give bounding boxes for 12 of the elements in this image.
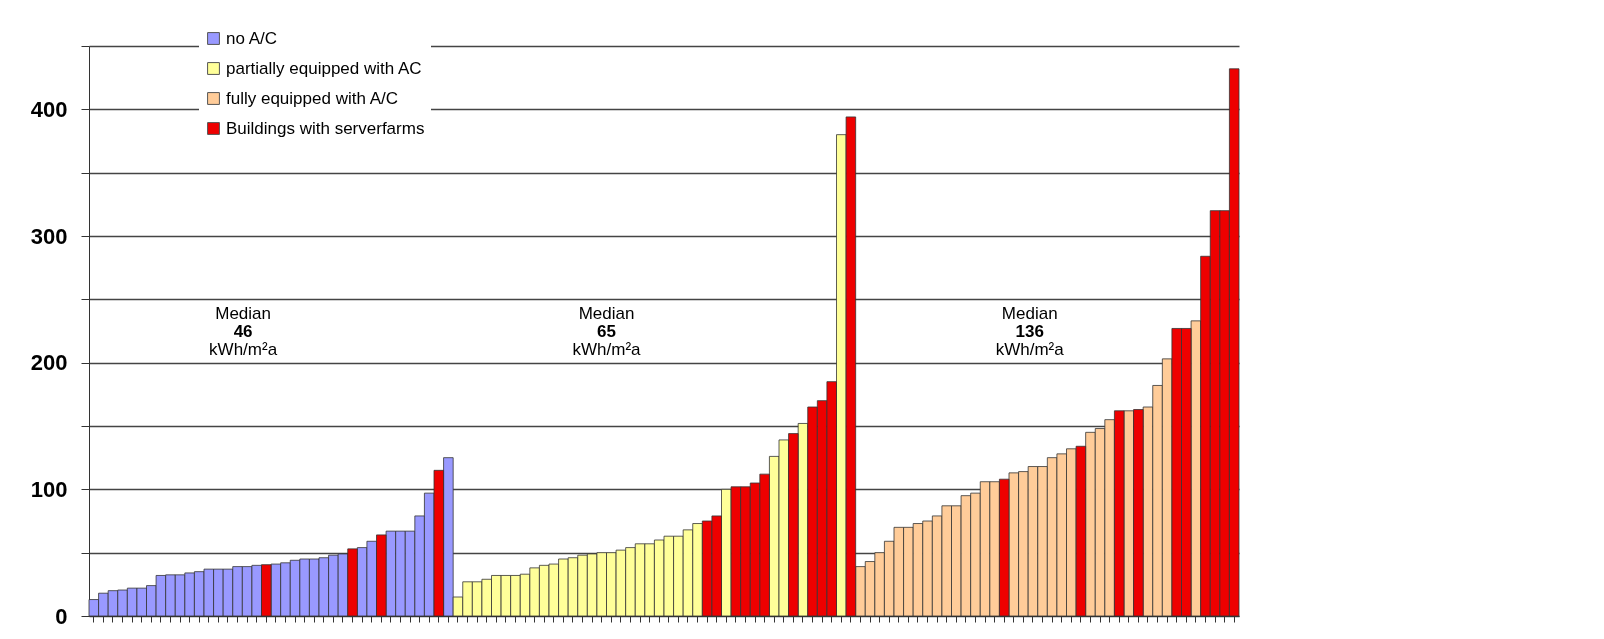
legend-label: Buildings with serverfarms: [226, 118, 425, 138]
annotation: Median 46 kWh/m²a: [209, 303, 278, 359]
legend-label: partially equipped with AC: [226, 58, 422, 78]
y-tick-label: 100: [30, 476, 68, 502]
y-tick-label: 200: [30, 350, 68, 376]
annotation: Median 65 kWh/m²a: [572, 303, 642, 359]
y-tick-label: 0: [55, 603, 68, 629]
legend-label: no A/C: [226, 28, 278, 48]
annotation: Median 136 kWh/m²a: [995, 303, 1065, 359]
y-tick-label: 300: [30, 223, 68, 249]
legend-label: fully equipped with A/C: [226, 88, 398, 108]
y-tick-label: 400: [30, 96, 68, 122]
